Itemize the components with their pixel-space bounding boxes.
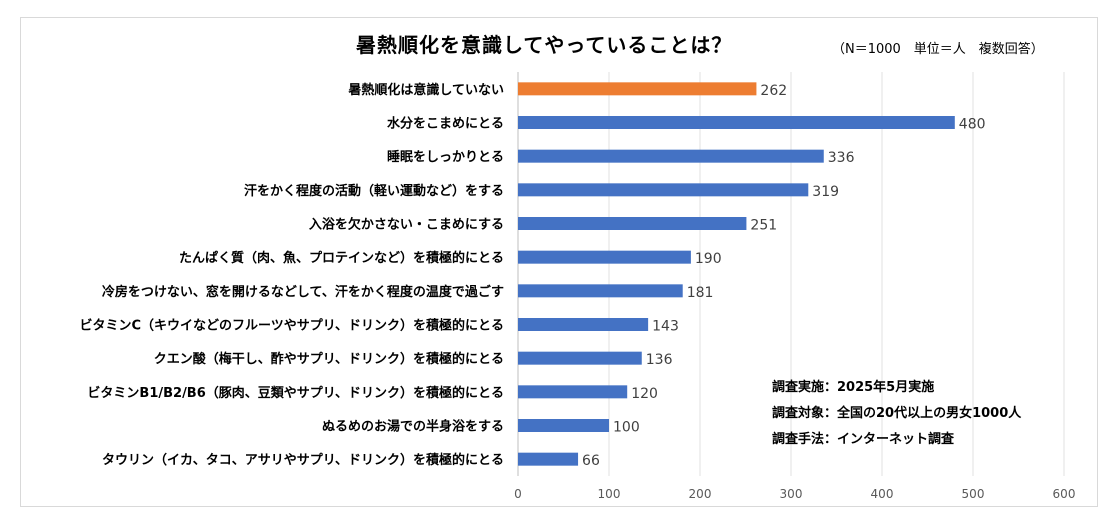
bar <box>518 318 649 331</box>
bar <box>518 284 683 298</box>
value-label: 136 <box>646 352 673 368</box>
category-label: 水分をこまめにとる <box>387 116 504 132</box>
x-tick-label: 500 <box>962 487 985 501</box>
value-label: 66 <box>582 453 600 469</box>
bar <box>518 149 824 163</box>
bar <box>518 351 642 365</box>
category-label: ビタミンB1/B2/B6（豚肉、豆類やサプリ、ドリンク）を積極的にとる <box>87 385 504 401</box>
category-label: たんぱく質（肉、魚、プロテインなど）を積極的にとる <box>179 250 504 266</box>
category-label: ぬるめのお湯での半身浴をする <box>322 419 504 435</box>
value-label: 143 <box>652 319 679 335</box>
chart-frame <box>20 17 1098 507</box>
category-label: タウリン（イカ、タコ、アサリやサプリ、ドリンク）を積極的にとる <box>102 452 504 468</box>
x-tick-label: 100 <box>598 487 621 501</box>
survey-note-method: 調査手法：インターネット調査 <box>772 432 955 447</box>
chart-title: 暑熱順化を意識してやっていることは？ <box>356 33 733 57</box>
value-label: 336 <box>828 150 855 166</box>
category-label: 冷房をつけない、窓を開けるなどして、汗をかく程度の温度で過ごす <box>102 284 504 300</box>
value-label: 319 <box>812 184 839 200</box>
bar <box>518 250 691 264</box>
x-tick-label: 600 <box>1053 487 1076 501</box>
category-label: 汗をかく程度の活動（軽い運動など）をする <box>244 183 504 199</box>
value-label: 100 <box>613 420 640 436</box>
value-label: 181 <box>687 285 714 301</box>
bar <box>518 183 809 197</box>
category-label: ビタミンC（キウイなどのフルーツやサプリ、ドリンク）を積極的にとる <box>79 318 504 334</box>
x-tick-label: 0 <box>514 487 522 501</box>
bar <box>518 419 609 432</box>
value-label: 251 <box>750 218 777 234</box>
x-tick-label: 300 <box>780 487 803 501</box>
chart-subtitle: （N＝1000 単位＝人 複数回答） <box>832 42 1044 57</box>
x-tick-label: 200 <box>689 487 712 501</box>
value-label: 120 <box>631 386 658 402</box>
bar <box>518 385 628 399</box>
bar <box>518 452 579 466</box>
value-label: 262 <box>760 83 787 99</box>
category-label: 暑熱順化は意識していない <box>347 82 504 98</box>
bar <box>518 82 757 96</box>
category-label: クエン酸（梅干し、酢やサプリ、ドリンク）を積極的にとる <box>154 351 504 367</box>
bar <box>518 217 747 230</box>
value-label: 190 <box>695 251 722 267</box>
category-label: 睡眠をしっかりとる <box>387 149 504 165</box>
category-label: 入浴を欠かさない・こまめにする <box>309 217 504 233</box>
survey-note-date: 調査実施：2025年5月実施 <box>772 380 935 395</box>
value-label: 480 <box>959 117 986 133</box>
bar <box>518 116 955 129</box>
survey-note-target: 調査対象：全国の20代以上の男女1000人 <box>772 406 1022 421</box>
x-tick-label: 400 <box>871 487 894 501</box>
